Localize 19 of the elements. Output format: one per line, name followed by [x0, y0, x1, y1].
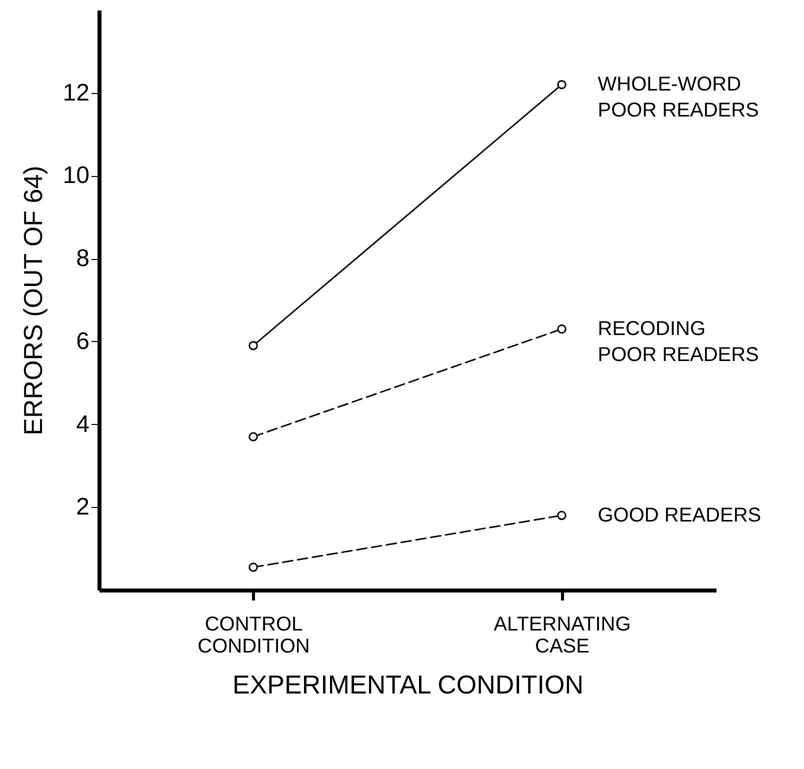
y-tick-label: 12	[62, 79, 90, 106]
y-tick-label: 6	[76, 328, 90, 355]
point	[557, 510, 566, 520]
series-label: WHOLE-WORD POOR READERS	[598, 74, 759, 122]
y-tick-label: 2	[76, 494, 90, 521]
y-tick-label: 10	[62, 162, 90, 190]
point	[248, 562, 258, 572]
series-label: GOOD READERS	[598, 504, 762, 526]
point	[557, 80, 566, 90]
series-label: RECODING POOR READERS	[598, 318, 759, 366]
point	[248, 340, 258, 350]
point	[248, 432, 258, 442]
point	[557, 324, 566, 334]
x-tick-label: CONTROL CONDITION	[198, 614, 310, 658]
y-tick-label: 4	[76, 410, 90, 438]
y-axis-title: ERRORS (OUT OF 64)	[18, 166, 48, 436]
x-axis-title: EXPERIMENTAL CONDITION	[232, 670, 584, 700]
y-tick-label: 8	[76, 245, 90, 272]
x-tick-label: ALTERNATING CASE	[494, 614, 631, 658]
